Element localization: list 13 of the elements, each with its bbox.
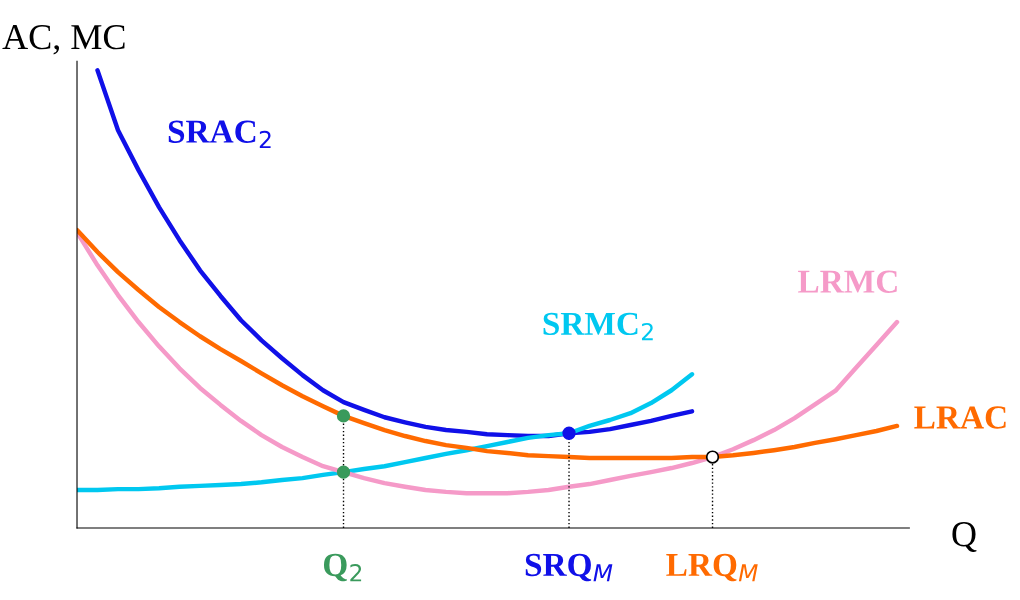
point xyxy=(562,426,576,440)
x-axis-title: Q xyxy=(952,522,977,552)
series-label: SRAC$_{2}$ xyxy=(168,120,271,149)
x-tick-label: SRQ$_{M}$ xyxy=(525,553,613,582)
series-label: SRMC$_{2}$ xyxy=(543,312,653,341)
point xyxy=(705,450,720,464)
x-tick-label: LRQ$_{M}$ xyxy=(666,553,758,582)
point xyxy=(336,465,351,479)
series-label: LRMC xyxy=(798,270,897,293)
x-tick-label: Q$_{2}$ xyxy=(323,553,362,582)
point xyxy=(336,409,351,423)
y-axis-title: AC, MC xyxy=(2,25,125,55)
series-label: LRAC xyxy=(914,406,1006,429)
